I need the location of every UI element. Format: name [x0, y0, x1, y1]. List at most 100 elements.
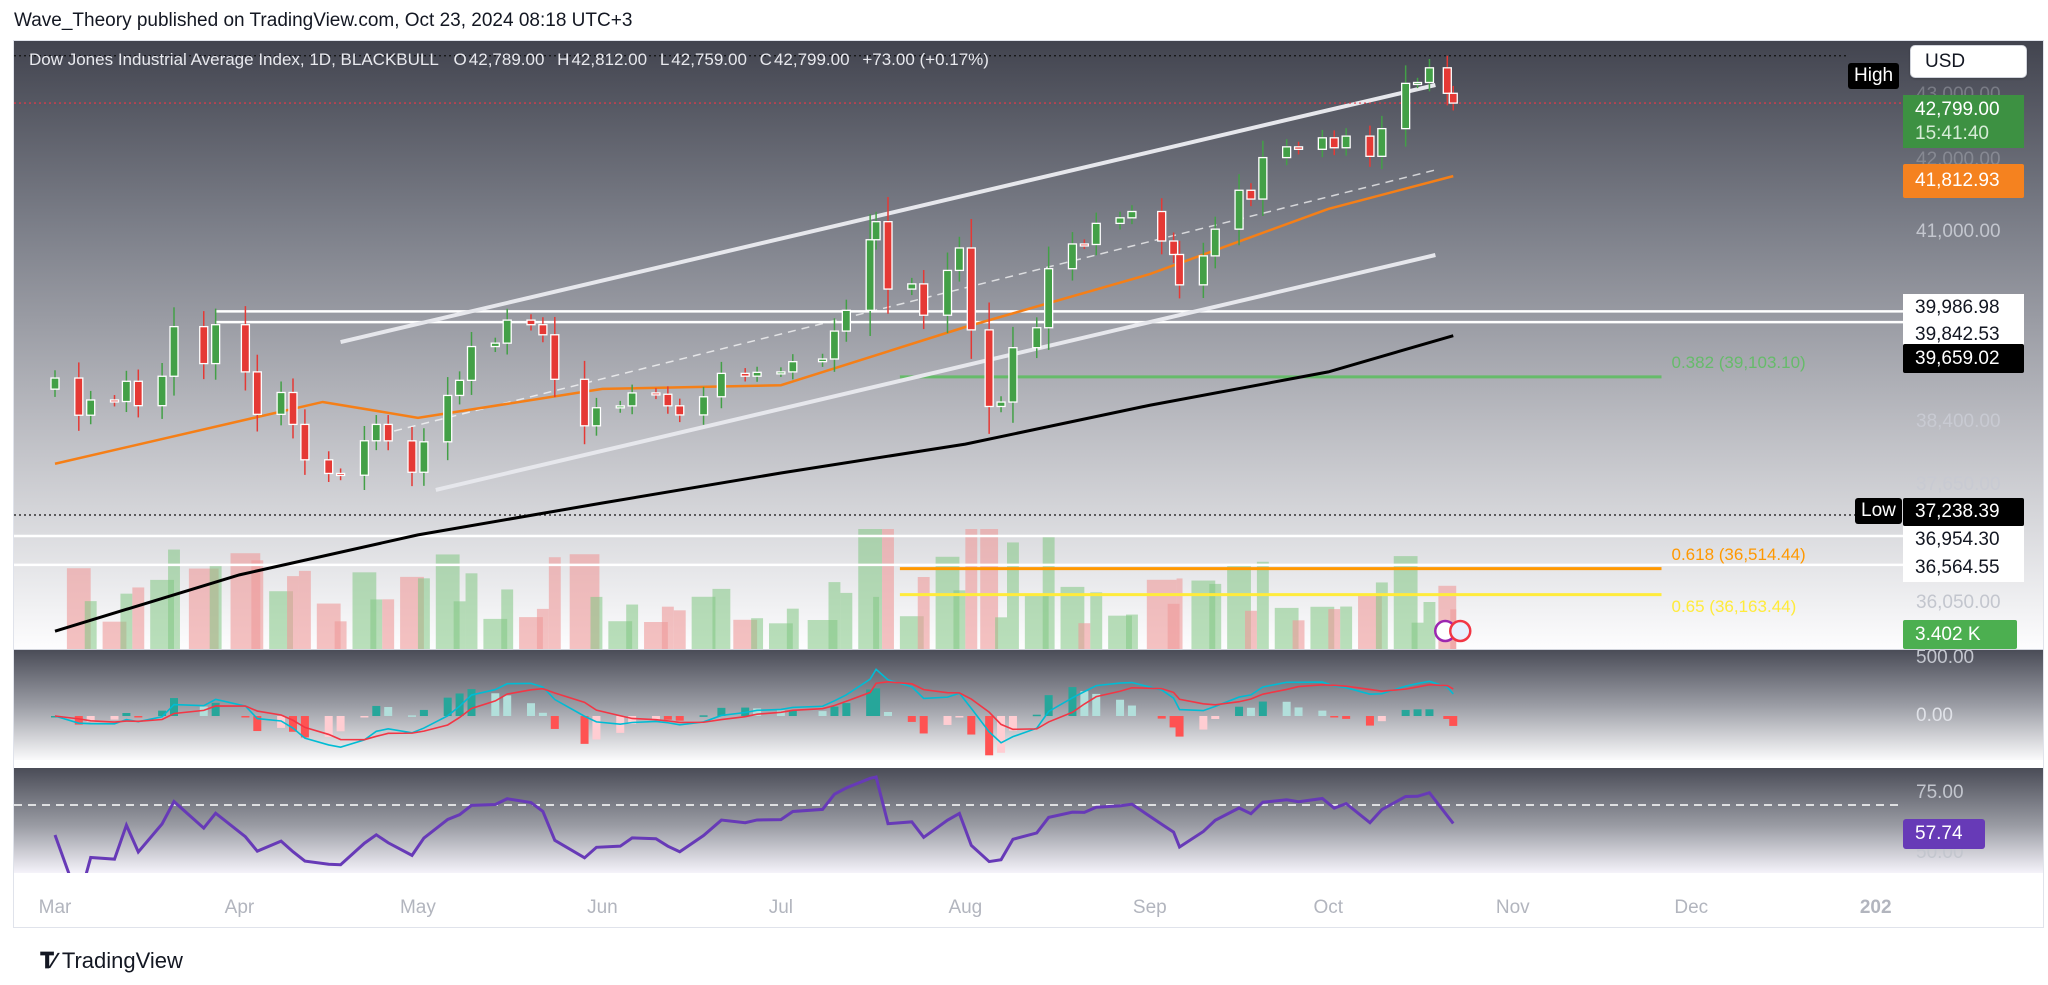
volume-bar: [1328, 609, 1341, 649]
candle-body: [324, 459, 334, 475]
macd-histogram-bar: [1425, 709, 1434, 716]
volume-bar: [435, 554, 460, 649]
candle-body: [86, 399, 96, 416]
macd-histogram-bar: [538, 712, 547, 716]
macd-histogram-bar: [830, 706, 839, 716]
tradingview-footer[interactable]: 𝐓∕ TradingView: [40, 948, 183, 974]
rsi-tick: 75.00: [1916, 782, 1964, 803]
time-label: Mar: [38, 897, 72, 918]
candle-body: [240, 324, 251, 373]
macd-histogram-bar: [1044, 695, 1053, 716]
time-label: Jul: [768, 897, 794, 918]
macd-histogram-bar: [1116, 699, 1125, 716]
candle-body: [1341, 135, 1351, 149]
volume-bar: [1245, 610, 1257, 649]
symbol-legend[interactable]: Dow Jones Industrial Average Index, 1D, …: [29, 50, 991, 70]
macd-histogram-bar: [443, 697, 452, 716]
candle-body: [1008, 347, 1018, 403]
candle-body: [50, 377, 60, 390]
rsi-plot: [14, 775, 1903, 873]
currency-button[interactable]: USD: [1910, 45, 2027, 78]
macd-histogram-bar: [1199, 716, 1208, 730]
volume-bar: [298, 570, 311, 649]
macd-histogram-bar: [1258, 701, 1267, 716]
macd-histogram-bar: [943, 716, 952, 725]
candle-body: [698, 396, 709, 416]
pane-divider[interactable]: [14, 761, 2043, 767]
volume-bar: [382, 599, 395, 649]
candle-body: [1079, 243, 1089, 247]
macd-histogram-bar: [170, 698, 178, 716]
macd-histogram-bar: [467, 689, 476, 716]
close-value: 42,799.00: [773, 50, 850, 69]
candle-body: [1198, 255, 1208, 286]
macd-plot: [51, 668, 1458, 756]
volume-bar: [644, 622, 668, 649]
volume-bar: [953, 590, 966, 649]
volume-bar: [1375, 582, 1388, 649]
candle-body: [443, 394, 453, 443]
volume-bar: [882, 529, 894, 649]
candle-body: [1234, 189, 1244, 230]
change-value: +73.00 (+0.17%): [862, 50, 989, 69]
volume-bar: [1176, 578, 1183, 649]
candle-body: [627, 392, 637, 407]
level-price-tag: 39,986.98: [1903, 294, 2024, 322]
macd-tick: 500.00: [1916, 647, 1975, 668]
volume-bar: [132, 587, 145, 649]
candle-body: [1115, 217, 1125, 225]
macd-histogram-bar: [919, 716, 928, 734]
candle-body: [466, 345, 477, 381]
macd-histogram-bar: [967, 716, 976, 735]
volume-bar: [691, 596, 716, 649]
candle-body: [526, 319, 536, 326]
candle-body: [1401, 82, 1411, 130]
time-label: Nov: [1495, 897, 1530, 918]
candle-body: [1157, 210, 1167, 242]
macd-histogram-bar: [503, 695, 512, 716]
candle-body: [199, 325, 209, 365]
volume-bar: [1411, 622, 1424, 649]
macd-histogram-bar: [1169, 716, 1178, 728]
volume-bar: [287, 576, 299, 649]
main-price-pane[interactable]: [14, 41, 2043, 649]
volume-bar: [873, 596, 880, 649]
candle-body: [383, 423, 393, 442]
level-price-tag: 36,564.55: [1903, 554, 2024, 582]
candle-body: [942, 269, 953, 316]
candle-body: [1174, 253, 1185, 286]
last-price: 42,799.00: [1915, 98, 2000, 120]
candle-body: [157, 375, 167, 407]
candle-body: [871, 221, 881, 241]
candle-body: [817, 358, 828, 363]
macd-histogram-bar: [419, 709, 428, 716]
candle-body: [1210, 228, 1220, 257]
macd-histogram-bar: [336, 716, 345, 732]
volume-bar: [608, 621, 633, 649]
macd-histogram-bar: [372, 705, 381, 716]
macd-histogram-bar: [651, 716, 660, 720]
macd-histogram-bar: [1246, 707, 1255, 716]
time-label: Aug: [948, 897, 983, 918]
macd-histogram-bar: [997, 716, 1006, 753]
rsi-line: [53, 775, 1455, 873]
macd-histogram-bar: [1157, 716, 1166, 719]
candle-body: [829, 330, 840, 360]
macd-histogram-bar: [1235, 706, 1244, 716]
macd-histogram-bar: [1068, 687, 1077, 716]
macd-histogram-bar: [753, 708, 762, 716]
candle-body: [1377, 127, 1387, 157]
volume-bar: [120, 593, 133, 649]
macd-tick: 0.00: [1916, 705, 1953, 726]
candle-body: [371, 423, 381, 442]
channel-middle-line: [393, 169, 1436, 432]
candle-body: [300, 423, 310, 461]
macd-histogram-bar: [1449, 716, 1458, 726]
volume-tag: 3.402 K: [1903, 620, 2017, 649]
us-flag-event-icon: [1449, 619, 1472, 643]
macd-histogram-bar: [1443, 716, 1452, 719]
macd-pane[interactable]: [14, 650, 2043, 760]
bar-countdown: 15:41:40: [1915, 122, 1989, 144]
candle-body: [1044, 268, 1054, 329]
